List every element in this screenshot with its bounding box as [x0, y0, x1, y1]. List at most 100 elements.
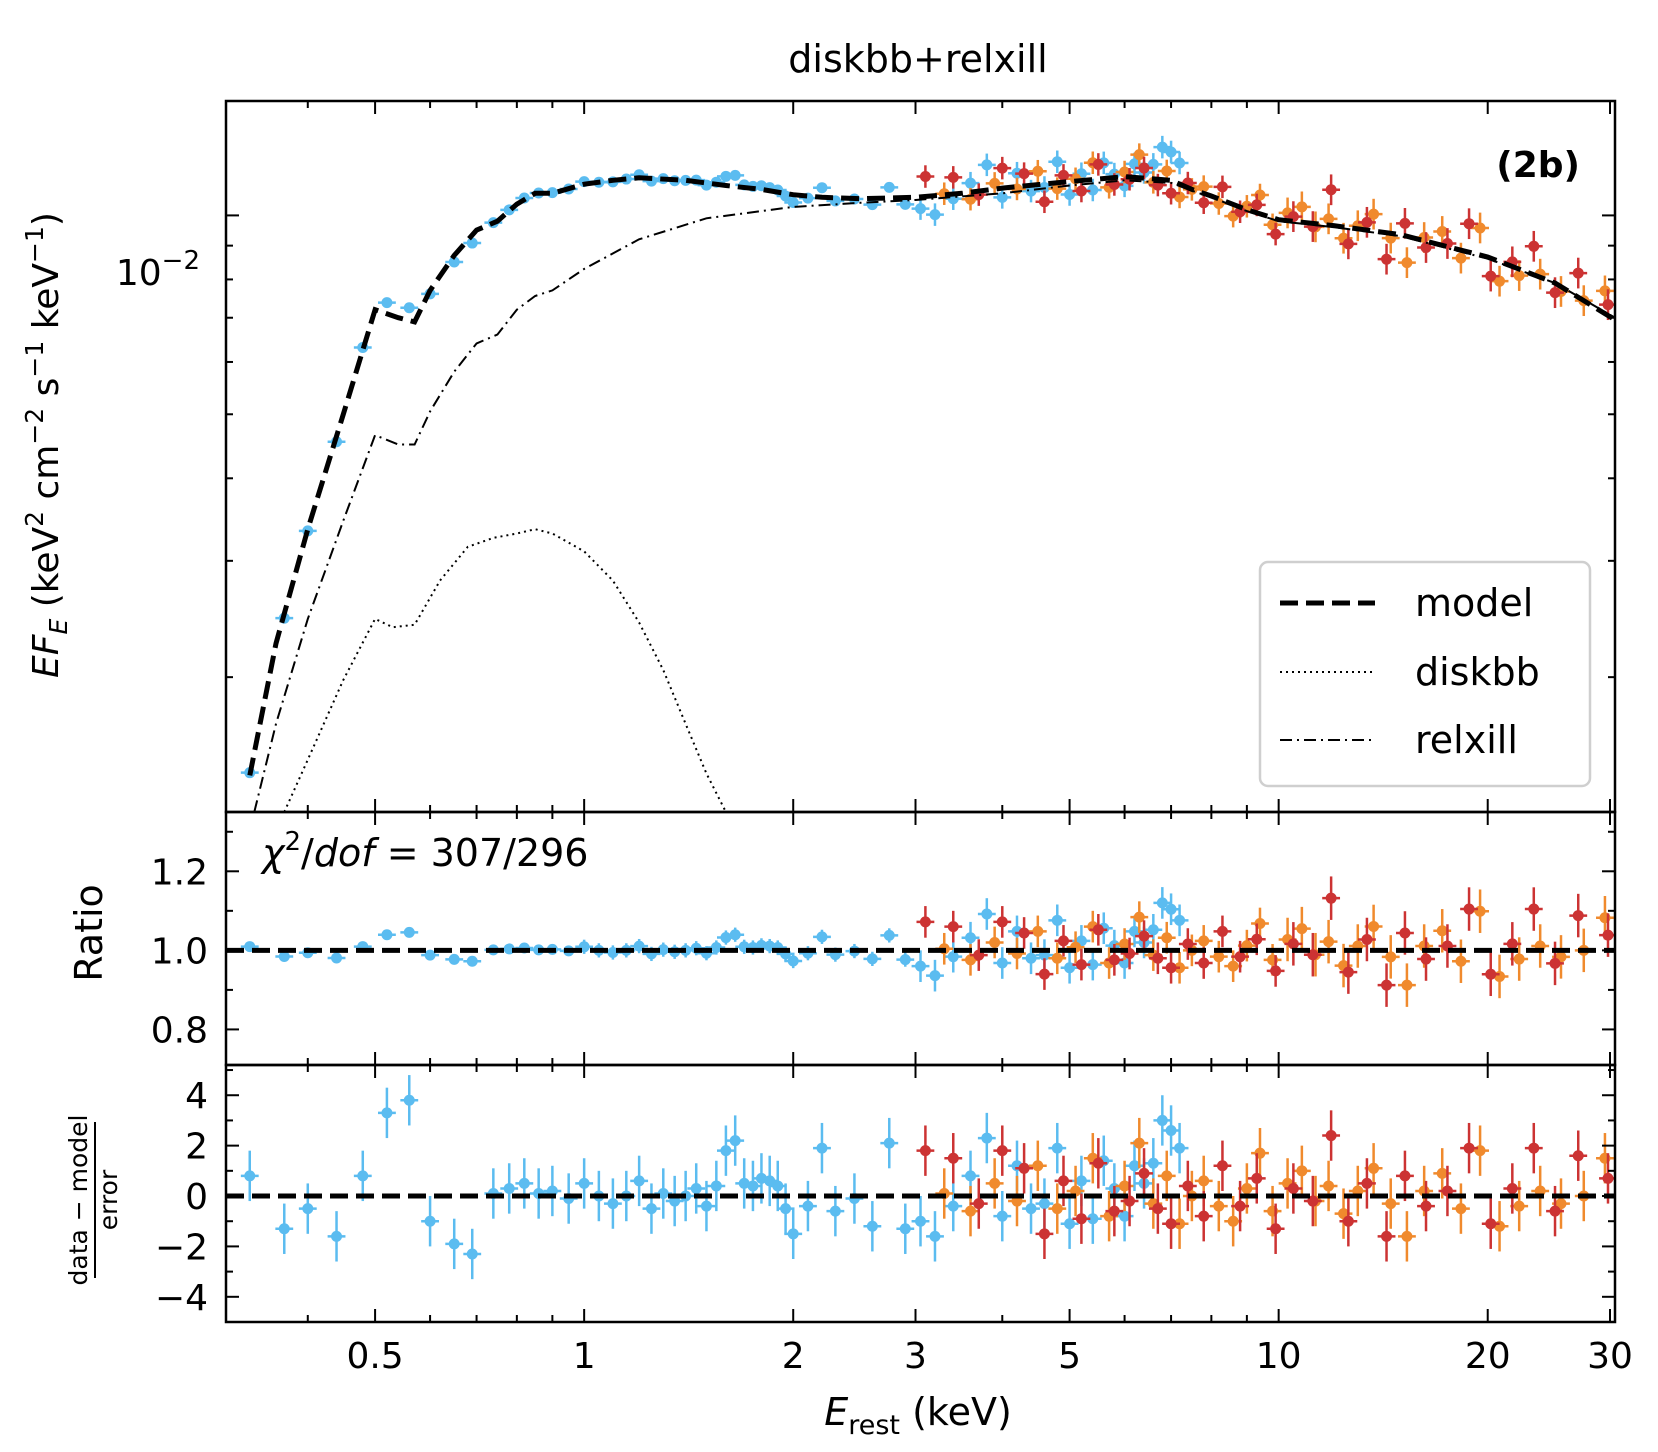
residual-point-blue	[816, 1142, 828, 1154]
residual-point-red	[1108, 1205, 1120, 1217]
y-label-sup2: −2	[20, 408, 49, 445]
ratio-point-red	[1108, 954, 1120, 966]
ratio-point-blue	[466, 955, 478, 967]
residual-point-red	[1057, 1175, 1069, 1187]
ratio-point-blue	[448, 953, 460, 965]
residual-point-orange	[1555, 1198, 1567, 1210]
spectrum-point-blue	[1174, 157, 1186, 169]
y-label-sup3: −1	[20, 341, 49, 378]
y-label-mid2: s	[26, 378, 67, 408]
spectrum-point-red	[996, 162, 1008, 174]
residual-point-red	[1270, 1223, 1282, 1235]
spectrum-point-red	[1420, 242, 1432, 254]
spectrum-point-red	[919, 171, 931, 183]
ratio-points	[240, 876, 1615, 1007]
spectrum-point-red	[1381, 253, 1393, 265]
panel-label: (2b)	[1496, 145, 1580, 186]
x-tick-label: 3	[904, 1336, 927, 1377]
residual-point-orange	[1213, 1200, 1225, 1212]
chi-value: = 307/296	[375, 831, 589, 875]
x-label-sub: rest	[848, 1410, 900, 1441]
residual-point-red	[1165, 1218, 1177, 1230]
spectrum-point-orange	[1032, 165, 1044, 177]
series-layer	[240, 135, 1615, 1280]
ratio-point-red	[1572, 910, 1584, 922]
chart-title: diskbb+relxill	[788, 37, 1047, 81]
residual-point-red	[1420, 1200, 1432, 1212]
ratio-point-orange	[1296, 923, 1308, 935]
y-tick-label-residual: −2	[155, 1227, 208, 1268]
spectrum-point-blue	[466, 237, 478, 249]
ratio-point-blue	[981, 908, 993, 920]
spectrum-point-blue	[965, 177, 977, 189]
residual-points	[240, 1075, 1615, 1280]
residual-point-red	[919, 1145, 931, 1157]
spectrum-point-red	[1463, 218, 1475, 230]
y-tick-exponent: −2	[162, 246, 200, 276]
residual-point-orange	[1385, 1198, 1397, 1210]
x-tick-label: 5	[1058, 1336, 1081, 1377]
residual-point-blue	[1038, 1198, 1050, 1210]
y-tick-base: 10	[116, 253, 162, 294]
residual-point-blue	[1174, 1142, 1186, 1154]
residual-point-blue	[866, 1220, 878, 1232]
ratio-point-red	[1152, 952, 1164, 964]
spectrum-point-blue	[1087, 184, 1099, 196]
y-tick-label-spectrum: 10−2	[116, 246, 200, 294]
axes-layer: 0.5 1 2 3 5 10 20 30 0.8 1.0 1.2 −4 −2 0 2 4	[151, 99, 1633, 1377]
spectrum-point-blue	[403, 302, 415, 314]
ratio-point-orange	[1401, 979, 1413, 991]
residual-point-orange	[1455, 1203, 1467, 1215]
residual-point-red	[1485, 1218, 1497, 1230]
spectrum-point-red	[1342, 238, 1354, 250]
residual-point-blue	[1165, 1125, 1177, 1137]
ratio-point-blue	[996, 957, 1008, 969]
ratio-point-red	[1307, 949, 1319, 961]
residual-point-red	[1038, 1228, 1050, 1240]
ratio-point-red	[1381, 979, 1393, 991]
residual-point-red	[1075, 1213, 1087, 1225]
spectrum-point-red	[1572, 267, 1584, 279]
residual-point-blue	[302, 1203, 314, 1215]
spectrum-point-blue	[915, 203, 926, 215]
residual-point-blue	[244, 1170, 256, 1182]
spectrum-point-red	[1399, 217, 1411, 229]
residual-point-red	[1198, 1210, 1210, 1222]
spectrum-point-orange	[1161, 165, 1173, 177]
x-tick-label: 2	[782, 1336, 805, 1377]
residual-point-blue	[1087, 1213, 1099, 1225]
ratio-point-red	[947, 921, 959, 933]
y-tick-label-ratio: 1.0	[151, 931, 208, 972]
residual-label-numerator: data − model	[64, 1115, 93, 1286]
residual-point-red	[1182, 1180, 1194, 1192]
residual-point-blue	[764, 1175, 776, 1187]
ratio-point-red	[1399, 927, 1411, 939]
y-label-sup1: 2	[20, 511, 49, 527]
y-label-rest: (keV	[26, 527, 67, 619]
residual-point-blue	[883, 1137, 895, 1149]
residual-point-red	[1361, 1177, 1373, 1189]
spectrum-point-blue	[981, 159, 993, 171]
ratio-point-orange	[1474, 905, 1486, 917]
residual-point-blue	[780, 1203, 792, 1215]
ratio-point-red	[1075, 959, 1087, 971]
residual-point-blue	[747, 1180, 759, 1192]
ratio-point-red	[1092, 924, 1104, 936]
spectrum-point-blue	[787, 197, 799, 209]
ratio-point-blue	[915, 960, 926, 972]
spectrum-point-red	[1528, 240, 1540, 252]
spectrum-point-red	[1234, 206, 1246, 218]
relxill-curve	[253, 179, 1615, 812]
residual-point-blue	[915, 1215, 926, 1227]
spectrum-point-blue	[720, 170, 732, 182]
residual-label-denominator: error	[94, 1169, 123, 1230]
residual-point-red	[1216, 1160, 1228, 1172]
residual-point-orange	[1133, 1137, 1145, 1149]
residual-point-blue	[503, 1182, 515, 1194]
residual-point-blue	[403, 1094, 415, 1106]
residual-point-blue	[645, 1203, 657, 1215]
ratio-point-red	[1138, 930, 1150, 942]
spectrum-point-red	[1138, 162, 1150, 174]
x-label-main: E	[824, 1390, 848, 1434]
